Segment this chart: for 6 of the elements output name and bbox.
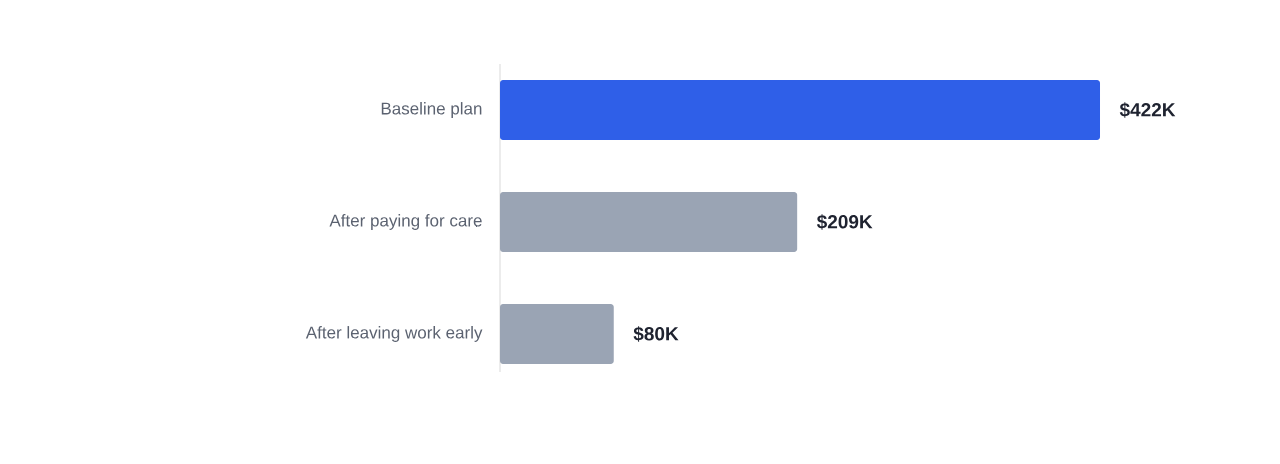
y-tick-label: Baseline plan (381, 102, 482, 118)
y-tick-label: After paying for care (329, 214, 482, 230)
y-tick-label: After leaving work early (305, 326, 483, 342)
data-label: $422K (1119, 102, 1176, 118)
data-label: $209K (816, 214, 873, 230)
data-label: $80K (633, 326, 679, 342)
